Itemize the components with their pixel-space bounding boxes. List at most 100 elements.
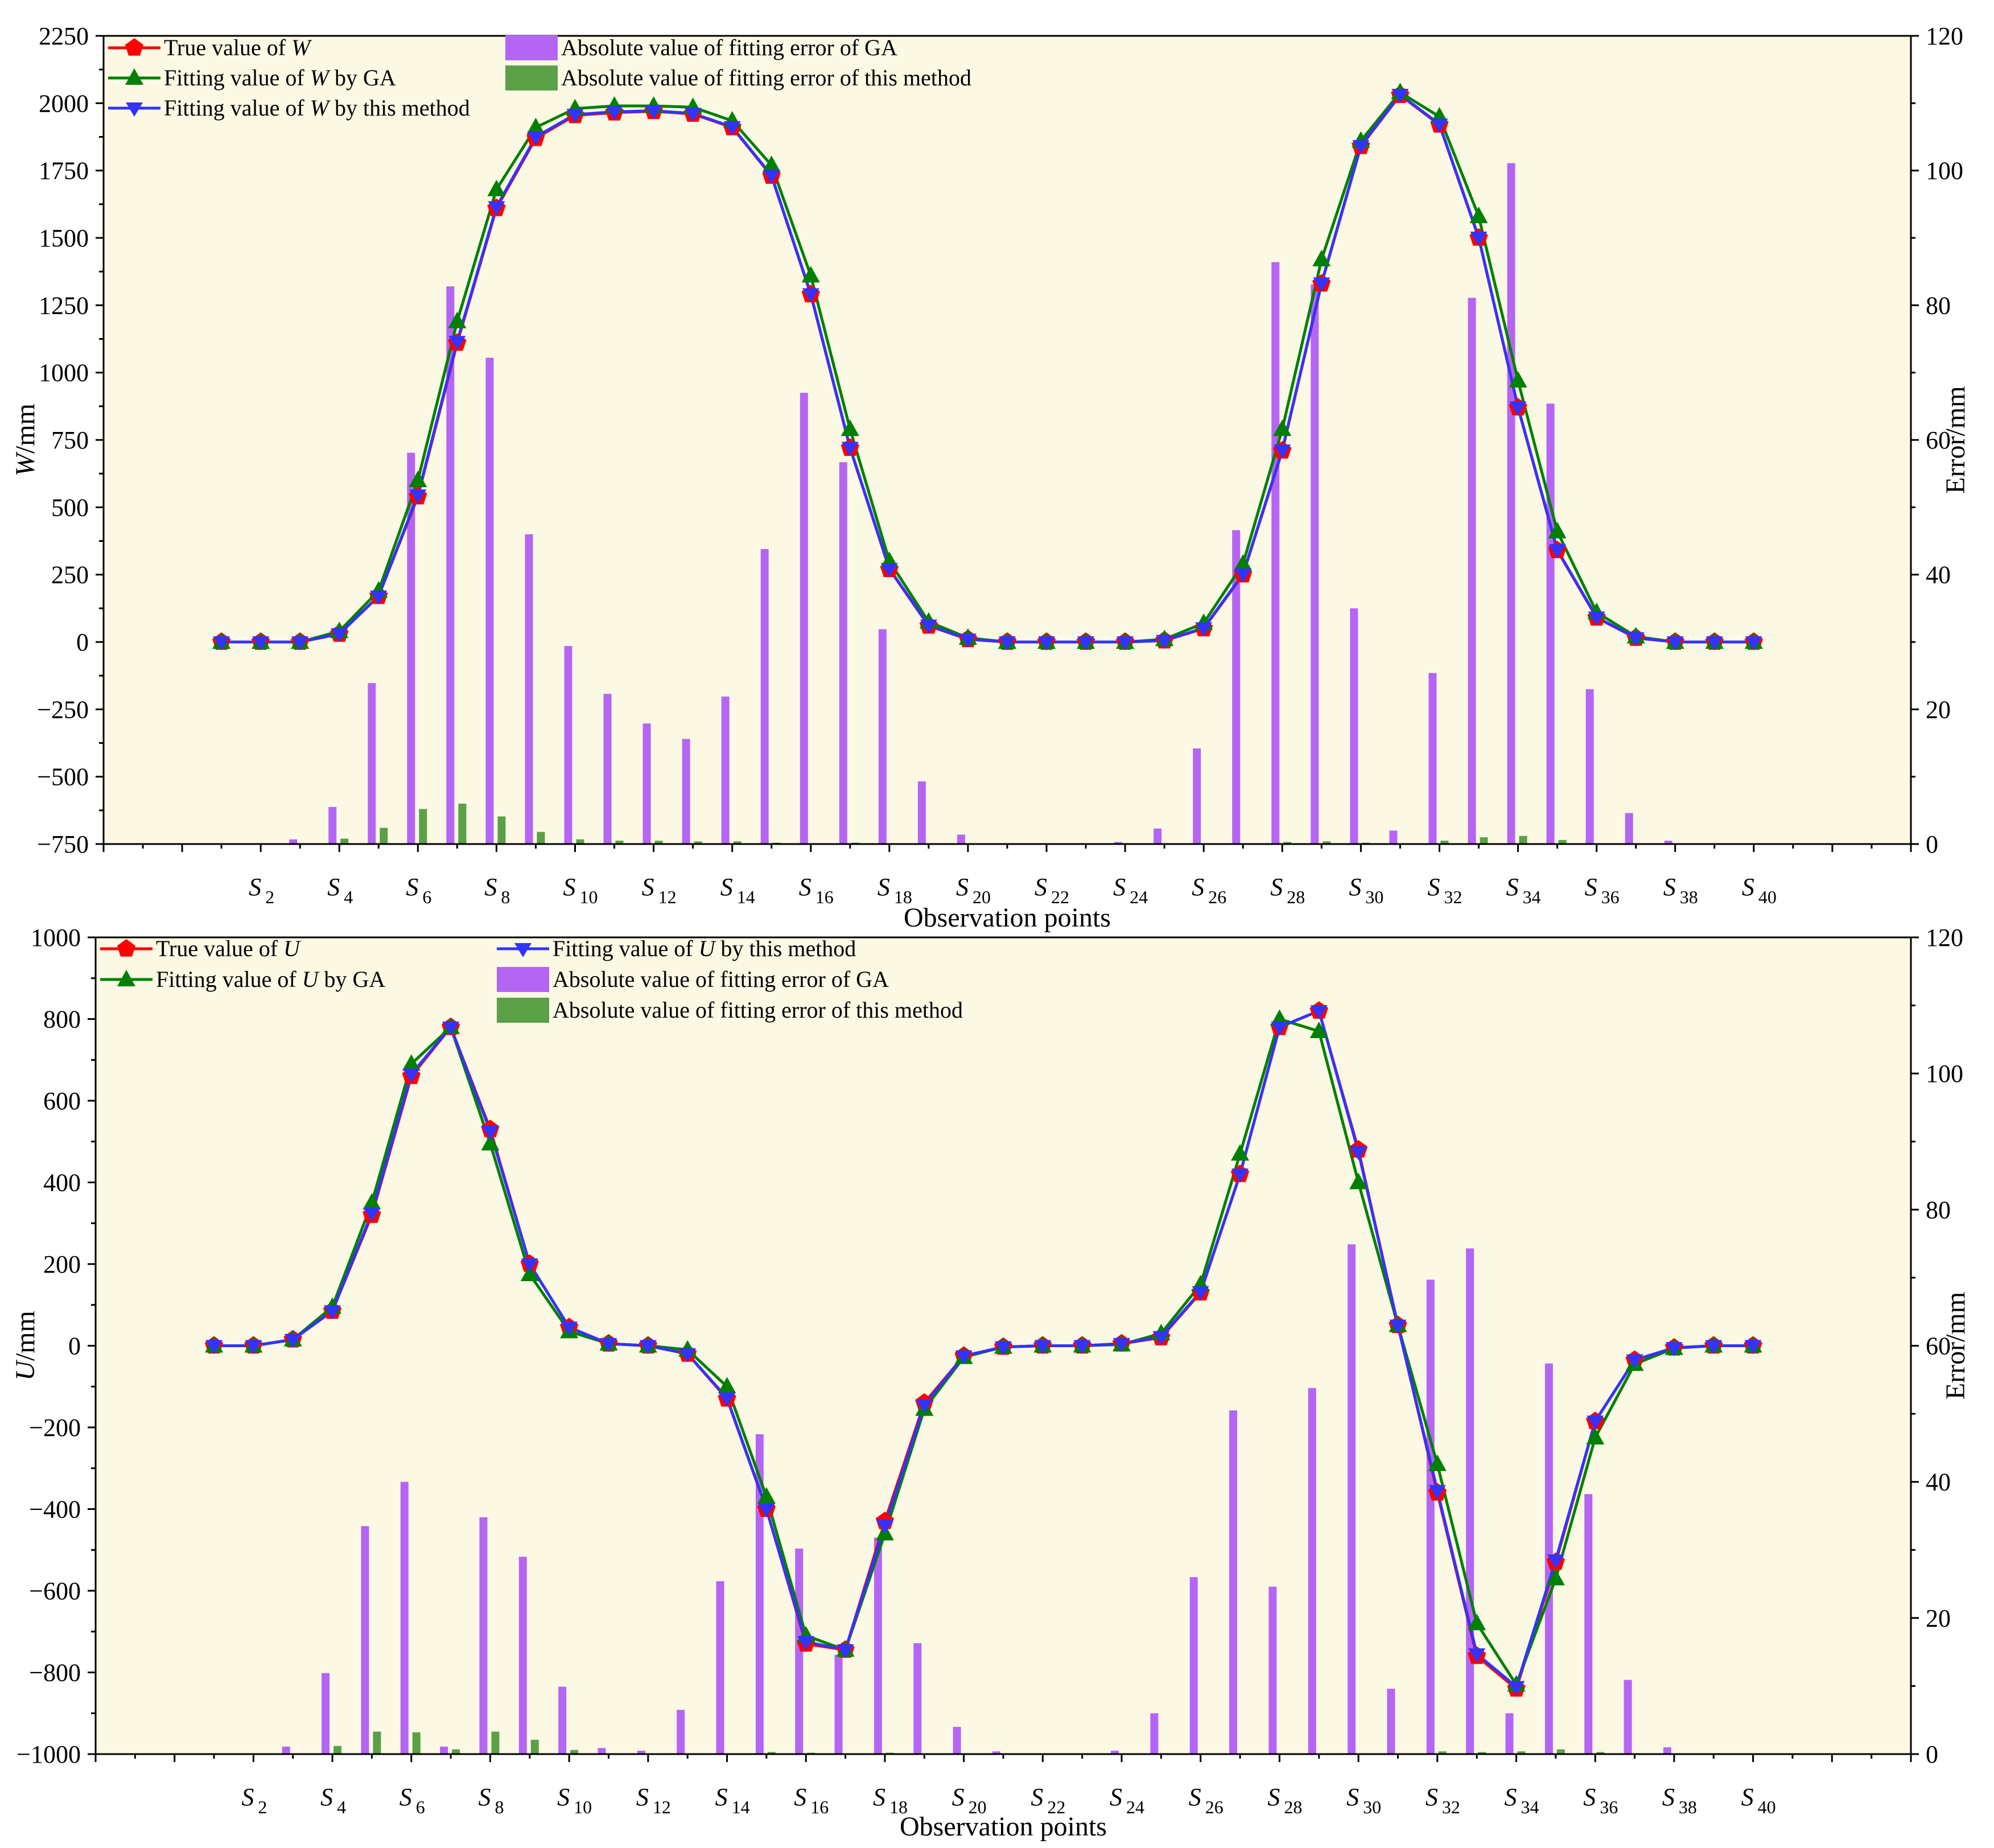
legend-label: Fitting value of W by GA [164,65,396,90]
true-value-marker [125,38,144,56]
ga-error-bar [1468,298,1476,844]
y-axis-title-variable: U [10,1359,40,1381]
ga-error-bar [1546,404,1555,844]
ga-error-bar [874,1537,882,1754]
x-tick-label: S [1742,873,1754,901]
ga-error-bar [1426,1279,1435,1754]
ga-error-bar [1114,842,1123,844]
legend-label: True value of W [164,35,312,60]
y2-tick-label: 40 [1926,561,1951,589]
ga-error-bar [1387,1689,1395,1754]
x-tick-label-subscript: 22 [1051,887,1069,907]
ga-error-bar [957,834,965,844]
method-fit-marker [1744,1340,1762,1355]
x-tick-label: S [1270,873,1283,901]
legend-item-true: True value of W [108,35,312,60]
x-tick-label: S [484,873,497,901]
ga-error-bar [322,1673,330,1754]
chart-W: 2250200017501500125010007505002500−250−5… [10,22,1971,933]
ga-error-bar [361,1526,369,1754]
ga-error-bar [564,646,572,844]
method-error-bar [1323,841,1331,844]
y2-tick-label: 20 [1926,695,1951,723]
legend-label-variable: U [283,936,302,961]
legend-swatch [497,967,549,992]
ga-error-bar [1507,163,1515,844]
y-tick-label: −1000 [17,1740,81,1768]
legend-label-suffix: by this method [715,936,856,961]
y-tick-label: 200 [43,1250,81,1278]
y-axis-title-unit: /mm [10,404,40,454]
ga-fit-marker [1546,1569,1565,1586]
legend-label: Fitting value of U by GA [156,966,385,992]
legend-swatch [505,35,558,60]
x-tick-label: S [1349,873,1361,901]
legend-label-variable: U [699,936,717,961]
ga-fit-marker [1548,521,1567,538]
x-tick-label-subscript: 16 [810,1797,829,1817]
method-error-bar [1596,1752,1605,1754]
legend-label: Fitting value of U by this method [553,936,856,961]
method-error-bar [537,832,545,844]
ga-error-bar [1311,284,1319,844]
y-tick-label: −250 [37,695,89,723]
x-tick-label-subscript: 36 [1600,1797,1618,1817]
method-fit-marker [1705,1340,1723,1355]
x-tick-label-subscript: 32 [1442,1797,1460,1817]
ga-fit-marker [402,1054,421,1071]
method-fit-marker [916,1399,933,1414]
y2-tick-label: 40 [1926,1468,1951,1496]
ga-error-bar [407,452,415,844]
method-fit-marker [1077,636,1095,651]
ga-error-bar [1150,1713,1159,1754]
method-error-bar [458,804,467,844]
ga-error-bar [760,549,769,844]
legend-label-text: Absolute value of fitting error of this … [553,997,963,1023]
ga-fit-marker [1231,1144,1250,1161]
legend-label-text: Absolute value of fitting error of this … [561,65,971,90]
method-error-bar [1438,1751,1447,1754]
legend-label-text: True value of [156,936,283,961]
x-tick-label-subscript: 6 [422,887,431,907]
method-fit-marker [213,636,230,651]
x-tick-label: S [715,1783,728,1811]
legend-item-ga: Fitting value of W by GA [108,65,396,90]
ga-fit-marker [1349,1172,1368,1190]
x-tick-label: S [557,1783,570,1811]
legend-label: Absolute value of fitting error of this … [553,997,963,1023]
ga-error-bar [400,1481,409,1754]
method-fit-marker [723,121,741,135]
ga-error-bar [637,1751,645,1754]
x-tick-label-subscript: 26 [1208,887,1226,907]
legend-label: Absolute value of fitting error of GA [553,966,889,992]
x-tick-label: S [1031,1783,1043,1811]
ga-fit-marker [841,419,859,437]
ga-fit-marker [409,471,427,487]
method-fit-marker [566,109,584,124]
method-fit-marker [1192,1286,1209,1300]
method-error-bar [1517,1751,1526,1754]
method-fit-marker [995,1341,1012,1356]
method-fit-marker [442,1021,460,1036]
x-tick-label-subscript: 20 [973,887,991,907]
x-tick-label: S [1110,1783,1122,1811]
ga-error-bar [642,723,651,844]
method-fit-marker [684,108,702,122]
x-tick-label-subscript: 20 [969,1797,987,1817]
method-fit-marker [1470,232,1488,246]
method-error-bar [1440,841,1449,844]
x-tick-label: S [1506,873,1519,901]
x-tick-label-subscript: 4 [337,1797,346,1817]
method-fit-marker [1234,568,1252,583]
method-fit-marker [1391,89,1409,104]
method-fit-marker [841,442,859,456]
legend-label-text: Fitting value of [156,966,302,992]
x-tick-label-subscript: 38 [1680,887,1698,907]
x-tick-label-subscript: 10 [580,887,598,907]
y-tick-label: −200 [29,1414,81,1442]
method-fit-marker [1152,1331,1170,1345]
x-tick-label: S [399,1783,412,1811]
method-fit-marker [284,1333,302,1348]
method-fit-marker [409,489,427,504]
legend-item-bar-ga: Absolute value of fitting error of GA [497,966,889,992]
